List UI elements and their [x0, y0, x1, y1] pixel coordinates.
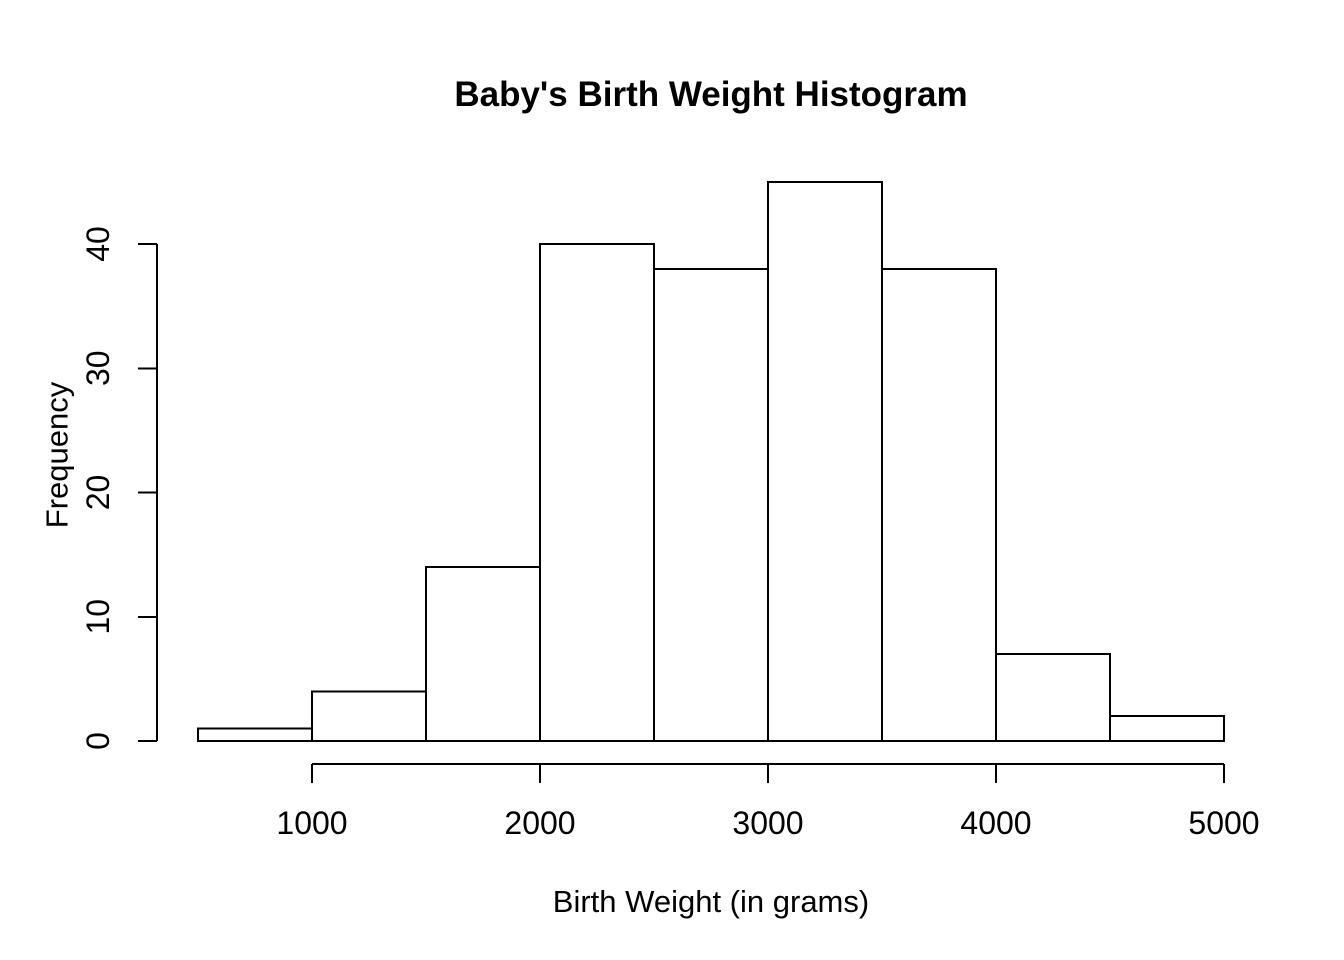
bars-group	[197, 180, 1225, 742]
x-tick-label: 1000	[276, 805, 347, 841]
histogram-bar	[653, 267, 769, 742]
x-tick-label: 2000	[504, 805, 575, 841]
y-axis-label: Frequency	[40, 381, 75, 528]
histogram-bar	[311, 690, 427, 742]
x-tick-label: 3000	[732, 805, 803, 841]
x-axis: 1000 2000 3000 4000 5000	[276, 763, 1260, 841]
histogram-bar	[995, 653, 1111, 742]
y-tick-label: 30	[80, 350, 116, 386]
histogram-bar	[197, 727, 313, 742]
x-tick-label: 4000	[960, 805, 1031, 841]
y-tick-label: 10	[80, 599, 116, 635]
chart-title: Baby's Birth Weight Histogram	[454, 75, 967, 114]
y-tick-label: 40	[80, 226, 116, 262]
x-tick-label: 5000	[1188, 805, 1259, 841]
histogram-bar	[425, 566, 541, 742]
y-tick-label: 0	[80, 732, 116, 750]
x-axis-label: Birth Weight (in grams)	[553, 884, 869, 919]
histogram-bar	[1109, 715, 1225, 742]
histogram-bar	[767, 180, 883, 742]
y-tick-label: 20	[80, 475, 116, 511]
y-axis: 0 10 20 30 40	[80, 226, 158, 750]
histogram-bar	[539, 243, 655, 742]
histogram-bar	[881, 267, 997, 742]
